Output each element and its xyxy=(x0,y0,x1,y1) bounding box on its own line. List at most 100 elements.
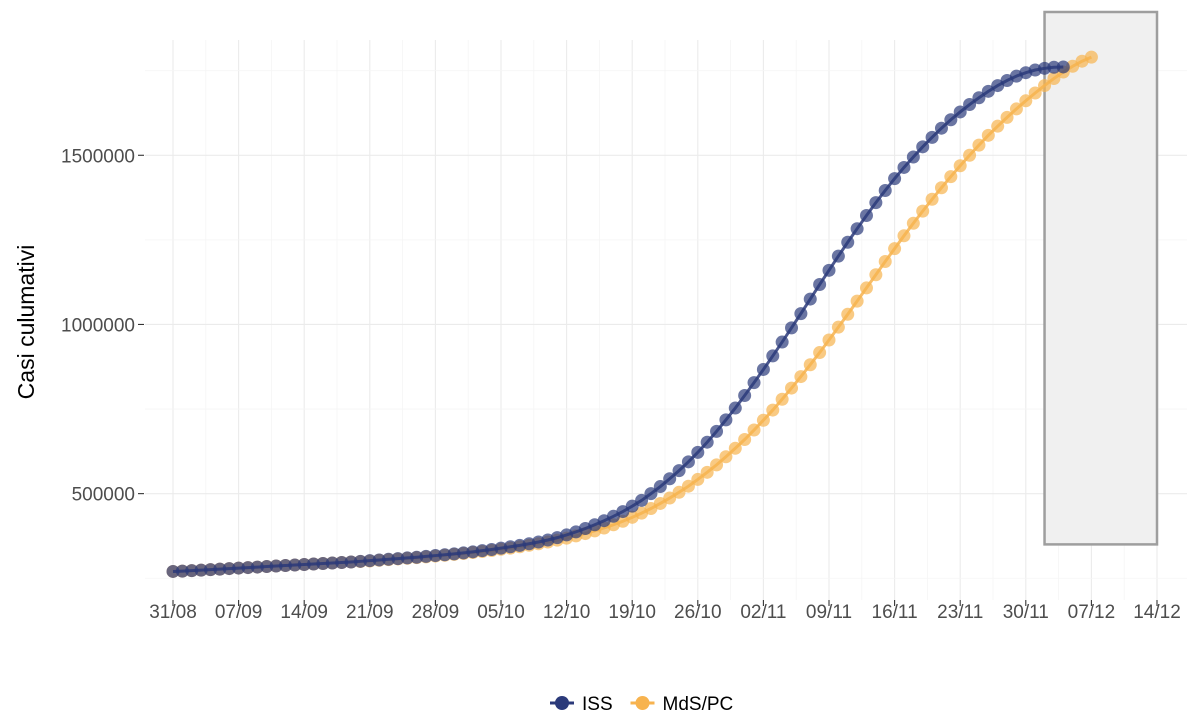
legend: ISS MdS/PC xyxy=(550,694,733,713)
legend-label: MdS/PC xyxy=(663,694,734,713)
data-point xyxy=(850,294,864,308)
data-point xyxy=(766,403,780,417)
data-point xyxy=(700,465,714,479)
data-point xyxy=(428,549,442,563)
data-point xyxy=(822,333,836,347)
data-point xyxy=(859,209,873,223)
x-tick-label: 30/11 xyxy=(1003,602,1049,623)
data-point xyxy=(1019,94,1033,108)
data-point xyxy=(934,121,948,135)
data-point xyxy=(353,554,367,568)
data-point xyxy=(747,423,761,437)
data-point xyxy=(850,222,864,236)
x-tick-label: 14/12 xyxy=(1133,602,1181,623)
x-axis: 31/08 07/09 14/09 21/09 28/09 05/10 12/10 19/10… xyxy=(149,600,1181,623)
series-layer xyxy=(166,50,1098,578)
data-point xyxy=(803,358,817,372)
data-point xyxy=(1038,61,1052,75)
x-tick-label: 21/09 xyxy=(346,602,394,623)
data-point xyxy=(297,558,311,572)
legend-key-point xyxy=(555,696,569,710)
data-point xyxy=(372,553,386,567)
x-tick-label: 23/11 xyxy=(937,602,983,623)
data-point xyxy=(963,148,977,162)
data-point xyxy=(719,450,733,464)
data-point xyxy=(344,555,358,569)
data-point xyxy=(447,547,461,561)
data-point xyxy=(316,557,330,571)
x-tick-label: 26/10 xyxy=(674,602,722,623)
data-point xyxy=(897,229,911,243)
data-point xyxy=(897,160,911,174)
data-point xyxy=(335,555,349,569)
data-point xyxy=(232,561,246,575)
data-point xyxy=(869,268,883,282)
data-point xyxy=(363,554,377,568)
data-point xyxy=(269,559,283,573)
data-point xyxy=(841,235,855,249)
data-point xyxy=(972,138,986,152)
data-point xyxy=(906,216,920,230)
data-point xyxy=(944,113,958,127)
data-point xyxy=(906,150,920,164)
data-point xyxy=(625,499,639,513)
data-point xyxy=(878,255,892,269)
data-point xyxy=(457,546,471,560)
y-tick-label: 500000 xyxy=(72,485,135,506)
data-point xyxy=(766,349,780,363)
x-tick-label: 28/09 xyxy=(412,602,460,623)
data-point xyxy=(1009,102,1023,116)
data-point xyxy=(325,556,339,570)
x-tick-label: 07/12 xyxy=(1068,602,1116,623)
data-point xyxy=(728,441,742,455)
x-tick-label: 31/08 xyxy=(149,602,197,623)
data-point xyxy=(785,321,799,335)
data-point xyxy=(794,370,808,384)
data-point xyxy=(813,278,827,292)
data-point xyxy=(991,119,1005,133)
data-point xyxy=(663,491,677,505)
data-point xyxy=(981,84,995,98)
data-point xyxy=(728,401,742,415)
data-point xyxy=(813,346,827,360)
data-point xyxy=(194,563,208,577)
data-point xyxy=(203,563,217,577)
x-tick-label: 19/10 xyxy=(608,602,656,623)
highlight-region xyxy=(1043,10,1159,546)
data-point xyxy=(831,320,845,334)
data-point xyxy=(700,435,714,449)
data-point xyxy=(1047,60,1061,74)
data-point xyxy=(841,307,855,321)
data-point xyxy=(681,455,695,469)
data-point xyxy=(672,464,686,478)
data-point xyxy=(222,562,236,576)
data-point xyxy=(278,559,292,573)
data-point xyxy=(916,204,930,218)
x-tick-label: 02/11 xyxy=(740,602,786,623)
data-point xyxy=(681,479,695,493)
data-point xyxy=(888,242,902,256)
x-tick-label: 05/10 xyxy=(477,602,525,623)
x-tick-label: 09/11 xyxy=(806,602,852,623)
data-point xyxy=(1000,110,1014,124)
data-point xyxy=(775,335,789,349)
data-point xyxy=(878,183,892,197)
legend-key-point xyxy=(635,696,650,710)
legend-label: ISS xyxy=(582,694,613,713)
data-point xyxy=(756,413,770,427)
x-tick-label: 12/10 xyxy=(543,602,591,623)
data-point xyxy=(953,159,967,173)
x-tick-label: 16/11 xyxy=(872,602,918,623)
data-point xyxy=(410,550,424,564)
data-point xyxy=(1084,50,1098,64)
data-point xyxy=(1047,71,1061,85)
data-point xyxy=(175,564,189,578)
data-point xyxy=(250,560,264,574)
data-point xyxy=(888,172,902,186)
data-point xyxy=(663,472,677,486)
data-point xyxy=(710,424,724,438)
data-point xyxy=(747,376,761,390)
data-point xyxy=(756,362,770,376)
data-point xyxy=(934,181,948,195)
